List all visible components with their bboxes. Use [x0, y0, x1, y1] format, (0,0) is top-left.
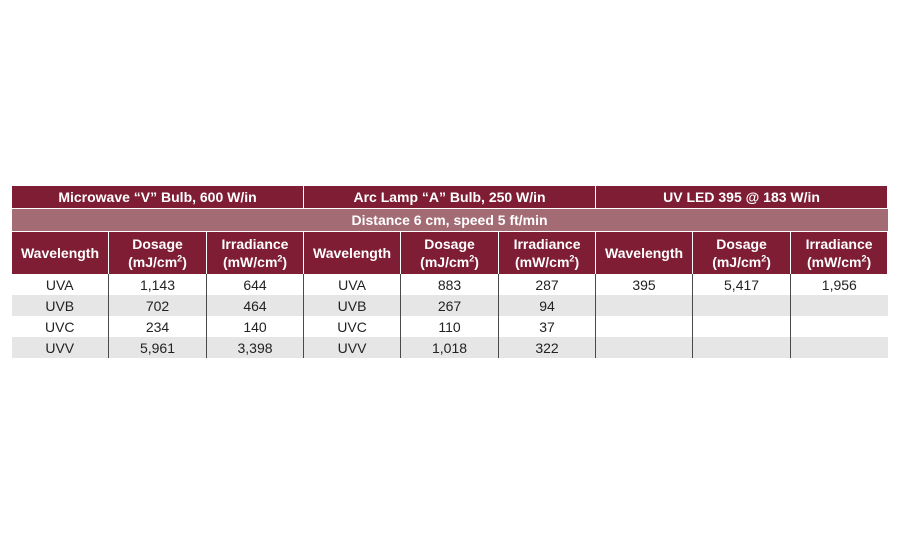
col-header-irradiance: Irradiance (mW/cm2) — [790, 231, 889, 274]
column-header-row: Wavelength Dosage (mJ/cm2) Irradiance (mW/… — [11, 231, 889, 274]
cell-irradiance: 140 — [205, 316, 305, 337]
irradiance-label: Irradiance — [513, 236, 581, 252]
cell-wavelength: UVA — [303, 274, 402, 295]
cell-wavelength: UVV — [303, 337, 402, 358]
data-table: Microwave “V” Bulb, 600 W/in Arc Lamp “A… — [10, 186, 889, 358]
unit-exponent: 2 — [569, 253, 575, 264]
group-header-row: Microwave “V” Bulb, 600 W/in Arc Lamp “A… — [10, 186, 889, 209]
group-header-microwave: Microwave “V” Bulb, 600 W/in — [10, 186, 305, 209]
distance-speed-subheader: Distance 6 cm, speed 5 ft/min — [11, 208, 888, 232]
cell-wavelength — [595, 337, 694, 358]
col-header-wavelength: Wavelength — [303, 231, 402, 274]
unit-exponent: 2 — [761, 253, 767, 264]
cell-irradiance — [790, 316, 888, 337]
cell-dosage — [692, 337, 792, 358]
cell-dosage: 5,961 — [108, 337, 207, 358]
subheader-row: Distance 6 cm, speed 5 ft/min — [11, 208, 888, 232]
col-header-dosage: Dosage (mJ/cm2) — [400, 231, 500, 274]
col-header-irradiance: Irradiance (mW/cm2) — [498, 231, 597, 274]
dosage-unit: (mJ/cm — [128, 254, 178, 270]
col-header-dosage: Dosage (mJ/cm2) — [108, 231, 207, 274]
cell-irradiance: 464 — [205, 295, 305, 316]
irradiance-unit: (mW/cm — [514, 254, 570, 270]
col-header-dosage: Dosage (mJ/cm2) — [692, 231, 792, 274]
wavelength-label: Wavelength — [20, 245, 100, 261]
group-header-arc-lamp: Arc Lamp “A” Bulb, 250 W/in — [303, 186, 597, 209]
unit-exponent: 2 — [469, 253, 475, 264]
unit-close: ) — [474, 254, 479, 270]
cell-dosage: 1,018 — [400, 337, 500, 358]
col-header-irradiance: Irradiance (mW/cm2) — [205, 231, 305, 274]
irradiance-label: Irradiance — [221, 236, 289, 252]
cell-irradiance: 287 — [498, 274, 597, 295]
cell-irradiance — [790, 337, 888, 358]
cell-wavelength: UVB — [303, 295, 402, 316]
dosage-label: Dosage — [716, 236, 767, 252]
unit-close: ) — [182, 254, 187, 270]
cell-wavelength — [595, 295, 694, 316]
dosage-label: Dosage — [132, 236, 183, 252]
cell-dosage — [692, 295, 792, 316]
cell-irradiance: 94 — [498, 295, 597, 316]
cell-wavelength: UVB — [11, 295, 109, 316]
irradiance-unit: (mW/cm — [806, 254, 862, 270]
cell-dosage: 5,417 — [692, 274, 792, 295]
cell-dosage: 234 — [108, 316, 207, 337]
cell-wavelength: UVA — [11, 274, 109, 295]
unit-close: ) — [866, 254, 872, 270]
col-header-wavelength: Wavelength — [595, 231, 694, 274]
cell-dosage: 267 — [400, 295, 500, 316]
unit-exponent: 2 — [277, 253, 283, 264]
cell-dosage: 1,143 — [108, 274, 207, 295]
col-header-wavelength: Wavelength — [11, 231, 109, 274]
cell-irradiance — [790, 295, 888, 316]
table-row: UVV 5,961 3,398 UVV 1,018 322 — [11, 337, 888, 358]
wavelength-label: Wavelength — [313, 245, 392, 261]
cell-irradiance: 1,956 — [790, 274, 888, 295]
cell-wavelength: UVC — [303, 316, 402, 337]
unit-exponent: 2 — [177, 253, 183, 264]
unit-close: ) — [282, 254, 288, 270]
wavelength-label: Wavelength — [605, 245, 684, 261]
cell-irradiance: 37 — [498, 316, 597, 337]
irradiance-label: Irradiance — [805, 236, 873, 252]
dosage-unit: (mJ/cm — [420, 254, 470, 270]
table-row: UVC 234 140 UVC 110 37 — [11, 316, 888, 337]
cell-dosage — [692, 316, 792, 337]
irradiance-unit: (mW/cm — [222, 254, 278, 270]
cell-dosage: 702 — [108, 295, 207, 316]
cell-wavelength: UVV — [11, 337, 109, 358]
cell-dosage: 883 — [400, 274, 500, 295]
table-row: UVA 1,143 644 UVA 883 287 395 5,417 1,95… — [11, 274, 888, 295]
cell-wavelength — [595, 316, 694, 337]
unit-exponent: 2 — [861, 253, 867, 264]
table-row: UVB 702 464 UVB 267 94 — [11, 295, 888, 316]
uv-comparison-table: Microwave “V” Bulb, 600 W/in Arc Lamp “A… — [10, 186, 889, 358]
dosage-unit: (mJ/cm — [712, 254, 762, 270]
group-header-uv-led: UV LED 395 @ 183 W/in — [595, 186, 889, 209]
cell-irradiance: 644 — [205, 274, 305, 295]
cell-wavelength: 395 — [595, 274, 694, 295]
cell-irradiance: 322 — [498, 337, 597, 358]
cell-wavelength: UVC — [11, 316, 109, 337]
dosage-label: Dosage — [424, 236, 475, 252]
unit-close: ) — [766, 254, 771, 270]
cell-irradiance: 3,398 — [205, 337, 305, 358]
cell-dosage: 110 — [400, 316, 500, 337]
unit-close: ) — [574, 254, 580, 270]
